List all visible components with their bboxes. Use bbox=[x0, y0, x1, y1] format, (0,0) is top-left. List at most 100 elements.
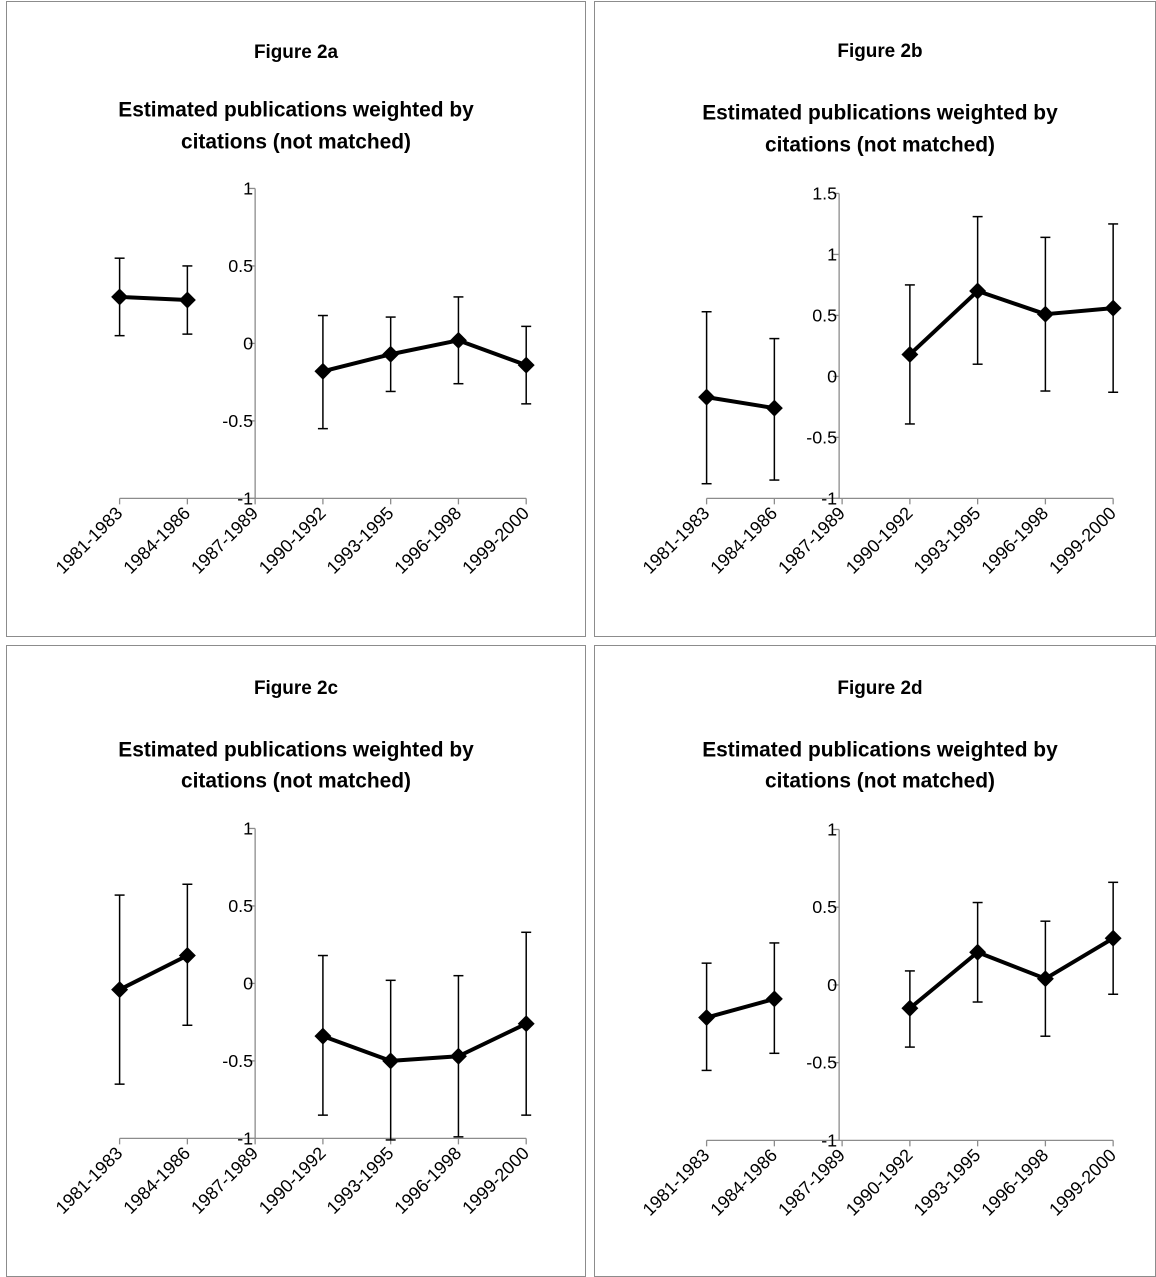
fig-a-data-point bbox=[111, 288, 129, 306]
fig-d-data-point bbox=[765, 990, 783, 1008]
fig-c-data-point bbox=[517, 1015, 535, 1033]
fig-b-series-line-segment bbox=[975, 289, 1048, 317]
fig-a-data-point bbox=[517, 356, 535, 374]
fig-a-x-tick-label: 1981-1983 bbox=[52, 503, 127, 578]
fig-d-x-tick-label: 1996-1998 bbox=[977, 1145, 1052, 1220]
fig-c-x-tick-label: 1984-1986 bbox=[119, 1143, 194, 1218]
fig-b-y-tick-label: 0.5 bbox=[812, 305, 837, 325]
fig-d-x-tick-label: 1990-1992 bbox=[842, 1145, 917, 1220]
fig-b-y-tick-label: 1 bbox=[827, 244, 837, 264]
fig-b-x-tick-label: 1990-1992 bbox=[842, 503, 917, 578]
fig-b-y-tick-label: -0.5 bbox=[806, 427, 837, 447]
fig-a-data-point bbox=[314, 362, 332, 380]
fig-a-data-point bbox=[449, 331, 467, 349]
fig-c-x-tick-label: 1981-1983 bbox=[52, 1143, 127, 1218]
fig-d-data-point bbox=[1036, 970, 1054, 988]
fig-d-x-tick-label: 1999-2000 bbox=[1045, 1145, 1120, 1220]
fig-c-series-line-segment bbox=[456, 1021, 529, 1059]
fig-d-chart-title-line-1: Estimated publications weighted by bbox=[702, 739, 1058, 762]
fig-c-data-point bbox=[382, 1052, 400, 1070]
fig-d-y-tick-label: 0 bbox=[827, 975, 837, 995]
fig-d-y-tick-label: 1 bbox=[827, 819, 837, 839]
fig-d-figure-label: Figure 2d bbox=[837, 678, 922, 699]
fig-a-data-point bbox=[178, 291, 196, 309]
chart-panel-2c: Figure 2c Estimated publications weighted… bbox=[6, 645, 586, 1277]
fig-d-y-tick-label: -1 bbox=[821, 1130, 837, 1150]
fig-b-x-tick-label: 1987-1989 bbox=[774, 503, 849, 578]
fig-b-y-tick-label: 0 bbox=[827, 366, 837, 386]
fig-a-x-tick-label: 1996-1998 bbox=[390, 503, 465, 578]
fig-c-x-tick-label: 1987-1989 bbox=[187, 1143, 262, 1218]
fig-b-x-tick-label: 1984-1986 bbox=[706, 503, 781, 578]
fig-b-x-tick-label: 1993-1995 bbox=[910, 503, 985, 578]
fig-d-chart-title-line-2: citations (not matched) bbox=[765, 770, 995, 793]
fig-b-chart-title-line-2: citations (not matched) bbox=[765, 134, 995, 157]
fig-a-series-line-segment bbox=[117, 294, 190, 303]
chart-panel-2b: Figure 2b Estimated publications weighted… bbox=[594, 1, 1156, 637]
fig-a-series-line-segment bbox=[388, 338, 461, 357]
fig-c-y-tick-label: 0 bbox=[243, 973, 253, 993]
fig-c-chart-title-line-2: citations (not matched) bbox=[181, 770, 411, 793]
fig-c-series-line-segment bbox=[117, 953, 190, 992]
fig-c-x-tick-label: 1990-1992 bbox=[255, 1143, 330, 1218]
fig-c-x-tick-label: 1999-2000 bbox=[458, 1143, 533, 1218]
chart-2d-svg: Figure 2d Estimated publications weighted… bbox=[639, 678, 1122, 1220]
fig-c-data-point bbox=[111, 981, 129, 999]
fig-b-data-point bbox=[1036, 305, 1054, 323]
fig-b-series-line-segment bbox=[1043, 306, 1116, 317]
fig-b-x-tick-label: 1981-1983 bbox=[639, 503, 714, 578]
fig-a-x-tick-label: 1984-1986 bbox=[119, 503, 194, 578]
chart-2c-svg: Figure 2c Estimated publications weighted… bbox=[52, 678, 535, 1218]
fig-b-chart-title-line-1: Estimated publications weighted by bbox=[702, 102, 1058, 125]
fig-b-x-tick-label: 1999-2000 bbox=[1045, 503, 1120, 578]
fig-b-figure-label: Figure 2b bbox=[837, 41, 922, 62]
fig-a-series-line-segment bbox=[456, 338, 529, 368]
fig-a-series-line-segment bbox=[320, 352, 393, 374]
fig-b-data-point bbox=[698, 388, 716, 406]
chart-2b-svg: Figure 2b Estimated publications weighted… bbox=[639, 41, 1122, 578]
fig-a-y-tick-label: 0.5 bbox=[228, 256, 253, 276]
fig-c-chart-title-line-1: Estimated publications weighted by bbox=[118, 739, 474, 762]
fig-d-series-line-segment bbox=[975, 950, 1048, 981]
fig-a-x-tick-label: 1993-1995 bbox=[323, 503, 398, 578]
fig-c-data-point bbox=[314, 1027, 332, 1045]
fig-d-series-line-segment bbox=[907, 950, 980, 1011]
chart-2a-svg: Figure 2a Estimated publications weighted… bbox=[52, 42, 535, 578]
fig-c-series-line-segment bbox=[388, 1054, 461, 1063]
chart-panel-2a: Figure 2a Estimated publications weighted… bbox=[6, 1, 586, 637]
fig-d-data-point bbox=[901, 999, 919, 1017]
fig-d-x-tick-label: 1993-1995 bbox=[910, 1145, 985, 1220]
fig-c-y-tick-label: 1 bbox=[243, 818, 253, 838]
fig-a-y-tick-label: -0.5 bbox=[222, 411, 253, 431]
fig-a-y-tick-label: 0 bbox=[243, 333, 253, 353]
fig-b-y-tick-label: -1 bbox=[821, 488, 837, 508]
fig-c-y-tick-label: 0.5 bbox=[228, 896, 253, 916]
fig-c-data-point bbox=[178, 947, 196, 964]
fig-a-chart-title-line-1: Estimated publications weighted by bbox=[118, 99, 474, 122]
fig-c-x-tick-label: 1996-1998 bbox=[390, 1143, 465, 1218]
fig-a-figure-label: Figure 2a bbox=[254, 42, 339, 63]
fig-c-y-tick-label: -0.5 bbox=[222, 1051, 253, 1071]
fig-a-data-point bbox=[382, 345, 400, 363]
fig-d-series-line-segment bbox=[704, 996, 777, 1020]
fig-b-series-line-segment bbox=[907, 289, 980, 357]
fig-b-series-line-segment bbox=[704, 395, 777, 411]
fig-d-data-point bbox=[698, 1009, 716, 1027]
fig-b-data-point bbox=[1104, 299, 1122, 317]
fig-b-x-tick-label: 1996-1998 bbox=[977, 503, 1052, 578]
fig-a-y-tick-label: 1 bbox=[243, 178, 253, 198]
fig-c-y-tick-label: -1 bbox=[237, 1128, 253, 1148]
fig-a-y-tick-label: -1 bbox=[237, 488, 253, 508]
fig-b-data-point bbox=[901, 345, 919, 363]
fig-d-x-tick-label: 1987-1989 bbox=[774, 1145, 849, 1220]
fig-d-data-point bbox=[1104, 929, 1122, 947]
fig-d-y-tick-label: 0.5 bbox=[812, 897, 837, 917]
fig-a-x-tick-label: 1987-1989 bbox=[187, 503, 262, 578]
fig-c-series-line-segment bbox=[320, 1034, 393, 1063]
fig-b-y-tick-label: 1.5 bbox=[812, 183, 837, 203]
fig-a-x-tick-label: 1990-1992 bbox=[255, 503, 330, 578]
fig-c-data-point bbox=[449, 1047, 467, 1065]
chart-panel-2d: Figure 2d Estimated publications weighted… bbox=[594, 645, 1156, 1277]
fig-d-series-line-segment bbox=[1043, 936, 1116, 981]
fig-a-x-tick-label: 1999-2000 bbox=[458, 503, 533, 578]
